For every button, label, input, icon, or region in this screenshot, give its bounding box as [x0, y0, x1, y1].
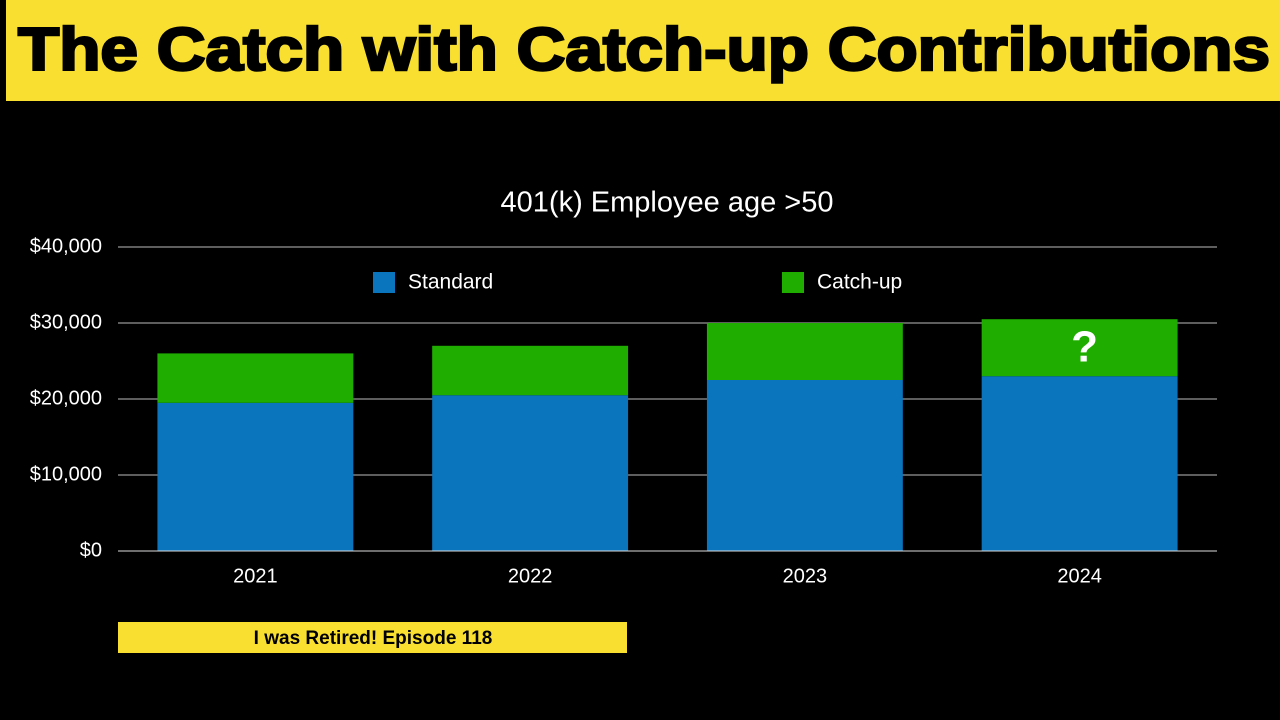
- y-tick-label: $40,000: [30, 235, 102, 257]
- bar-segment: [706, 323, 903, 380]
- banner-title: The Catch with Catch-up Contributions: [18, 16, 1270, 83]
- bar-segment: [981, 376, 1178, 551]
- bar-segment: [157, 402, 354, 551]
- bar-segment: [706, 380, 903, 551]
- x-tick-label: 2021: [233, 565, 278, 587]
- legend-label: Standard: [408, 271, 493, 294]
- y-tick-label: $10,000: [30, 463, 102, 485]
- footer-label: I was Retired! Episode 118: [254, 628, 493, 649]
- x-tick-label: 2022: [508, 565, 553, 587]
- bar-segment: [432, 345, 629, 396]
- bar-segment: [157, 353, 354, 403]
- chart-title: 401(k) Employee age >50: [501, 187, 834, 219]
- y-tick-label: $20,000: [30, 387, 102, 409]
- bar-segment: [981, 319, 1178, 377]
- bar-segment: [432, 395, 629, 551]
- legend-swatch: [373, 272, 395, 293]
- x-tick-label: 2024: [1057, 565, 1102, 587]
- legend-swatch: [782, 272, 804, 293]
- title-banner: [6, 0, 1280, 101]
- footer-box: [118, 622, 627, 653]
- x-tick-label: 2023: [783, 565, 828, 587]
- annotation: ?: [1071, 322, 1098, 371]
- y-tick-label: $0: [80, 539, 102, 561]
- y-tick-label: $30,000: [30, 311, 102, 333]
- legend-label: Catch-up: [817, 271, 902, 294]
